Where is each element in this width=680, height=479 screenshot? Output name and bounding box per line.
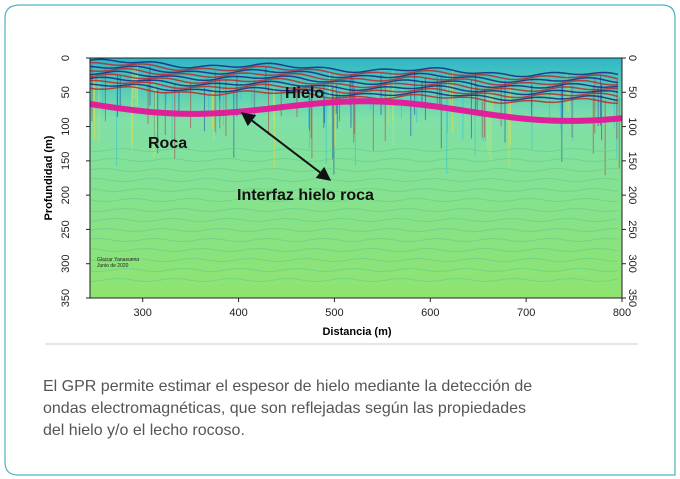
y-tick-label: 350 — [60, 289, 72, 307]
y-tick-label: 250 — [60, 220, 72, 238]
texture — [90, 277, 619, 282]
texture — [90, 177, 619, 183]
texture — [90, 168, 619, 173]
texture — [90, 188, 619, 193]
arrow — [240, 112, 332, 181]
y-tick-label: 50 — [626, 86, 638, 98]
texture — [90, 248, 619, 253]
caption: del hielo y/o el lecho rocoso. — [43, 422, 245, 439]
texture — [90, 76, 619, 96]
x-tick-label: 500 — [325, 307, 343, 319]
x-tick-label: 300 — [134, 307, 152, 319]
caption: ondas electromagnéticas, que son refleja… — [43, 400, 526, 417]
x-tick-label: 600 — [421, 307, 439, 319]
texture — [90, 73, 619, 93]
texture — [90, 67, 619, 86]
y-tick-label: 0 — [626, 55, 638, 61]
x-tick-label: 400 — [229, 307, 247, 319]
interface-line — [90, 98, 622, 124]
texture — [90, 65, 619, 84]
y-tick-label: 100 — [60, 117, 72, 135]
texture — [90, 148, 619, 153]
y-tick-label: 100 — [626, 117, 638, 135]
y-tick-label: 200 — [626, 186, 638, 204]
radargram — [90, 58, 622, 298]
texture — [90, 70, 619, 89]
texture — [90, 79, 619, 99]
y-axis-label: Profundidad (m) — [43, 135, 55, 220]
y-tick-label: 50 — [60, 86, 72, 98]
texture — [90, 217, 619, 223]
plot-frame — [89, 57, 623, 299]
x-tick-label: 700 — [517, 307, 535, 319]
stamp: Junio de 2020 — [97, 263, 129, 269]
y-tick-label: 250 — [626, 220, 638, 238]
stamp: Glaciar Yanasuena — [97, 257, 139, 263]
texture — [90, 58, 619, 78]
x-tick-label: 800 — [613, 307, 631, 319]
annotation: Hielo — [285, 85, 324, 102]
texture — [90, 257, 619, 263]
texture — [90, 268, 619, 273]
y-tick-label: 300 — [60, 255, 72, 273]
annotation: Roca — [148, 135, 187, 152]
texture — [90, 61, 619, 81]
texture — [90, 157, 619, 163]
y-tick-label: 300 — [626, 255, 638, 273]
y-tick-label: 350 — [626, 289, 638, 307]
y-tick-label: 150 — [626, 152, 638, 170]
y-tick-label: 200 — [60, 186, 72, 204]
annotation: Interfaz hielo roca — [237, 187, 374, 204]
texture — [90, 86, 619, 104]
x-axis-label: Distancia (m) — [322, 326, 391, 338]
y-tick-label: 150 — [60, 152, 72, 170]
texture — [90, 228, 619, 233]
texture — [90, 83, 619, 102]
y-tick-label: 0 — [60, 55, 72, 61]
texture — [90, 208, 619, 213]
caption: El GPR permite estimar el espesor de hie… — [43, 378, 532, 395]
texture — [90, 237, 619, 243]
texture — [90, 197, 619, 203]
